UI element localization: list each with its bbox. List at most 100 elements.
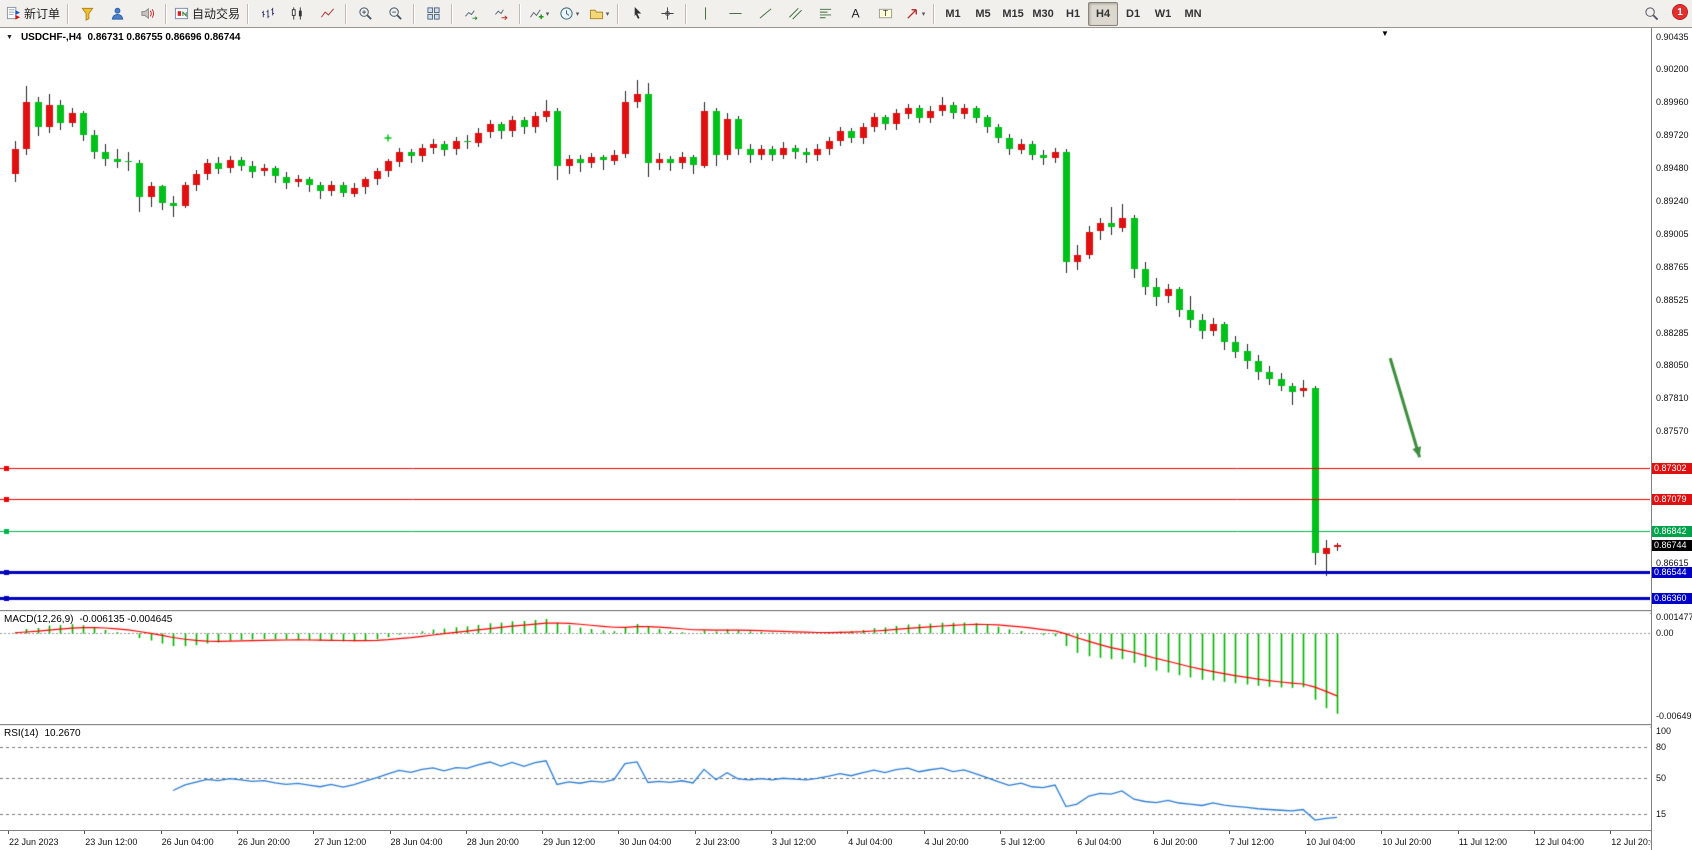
new-order-button[interactable]: 新订单 [2,2,64,26]
timeframe-m5-button[interactable]: M5 [968,2,998,26]
text-button[interactable]: A [840,2,870,26]
macd-pane: MACD(12,26,9) -0.006135 -0.004645 [0,612,1650,724]
time-tick [84,831,86,834]
speaker-icon [140,6,155,21]
templates-button[interactable]: ▾ [584,2,614,26]
timeframe-h1-button[interactable]: H1 [1058,2,1088,26]
autotrading-icon [174,6,189,21]
price-line-badge-red: 0.87302 [1652,463,1692,474]
timeframe-mn-button[interactable]: MN [1178,2,1208,26]
time-tick-label: 28 Jun 04:00 [390,837,443,847]
time-tick [1534,831,1535,834]
cursor-button[interactable] [622,2,652,26]
time-tick [236,831,238,834]
timeframe-m30-button[interactable]: M30 [1028,2,1058,26]
timeframe-w1-button[interactable]: W1 [1148,2,1178,26]
price-tick-label: 0.90200 [1656,64,1689,75]
crosshair-button[interactable] [652,2,682,26]
templates-icon [589,6,604,21]
arrows-button[interactable]: ▾ [900,2,930,26]
fibo-icon [818,6,833,21]
indicators-icon [529,6,544,21]
chart-shift-button[interactable] [486,2,516,26]
price-line-badge-red: 0.87079 [1652,493,1692,505]
period-separators-button[interactable]: ▾ [554,2,584,26]
time-tick [999,831,1001,834]
alerts-button[interactable] [132,2,162,26]
text-label-button[interactable]: T [870,2,900,26]
price-tick-label: 0.88285 [1656,327,1689,338]
toolbar-separator [345,3,348,24]
fibonacci-button[interactable] [810,2,840,26]
time-tick-label: 22 Jun 2023 [9,837,59,847]
timeframe-h4-button[interactable]: H4 [1088,1,1119,26]
bar-chart-button[interactable] [252,2,282,26]
notification-badge[interactable]: 1 [1672,4,1688,20]
toolbar-separator [451,3,454,24]
time-tick [8,831,9,834]
candlestick-chart-button[interactable] [282,2,312,26]
time-tick [1152,831,1154,834]
line-chart-button[interactable] [312,2,342,26]
dropdown-caret-icon[interactable]: ▾ [605,10,610,18]
chart-window: ▼ USDCHF-,H4 0.86731 0.86755 0.86696 0.8… [0,28,1692,850]
bars-icon [260,6,275,21]
timeframe-d1-button[interactable]: D1 [1118,2,1148,26]
price-tick-label: 0.87570 [1656,426,1689,437]
dropdown-caret-icon[interactable]: ▾ [575,10,580,18]
dropdown-caret-icon[interactable]: ▾ [545,10,550,18]
macd-axis-label: -0.006497 [1656,711,1692,721]
svg-text:A: A [851,7,860,21]
chart-menu-icon[interactable]: ▼ [6,34,13,41]
rsi-axis-label: 15 [1656,809,1667,820]
macd-values: -0.006135 -0.004645 [79,614,173,625]
autotrading-button[interactable]: 自动交易 [170,2,244,26]
time-tick-label: 10 Jul 20:00 [1382,837,1432,847]
equidistant-channel-button[interactable] [780,2,810,26]
time-tick-label: 23 Jun 12:00 [85,837,138,847]
price-line-badge-green: 0.86842 [1652,526,1692,538]
candles-icon [290,6,305,21]
price-line-badge-blue: 0.86360 [1652,592,1692,604]
label-icon: T [878,6,893,21]
timeframe-m1-button[interactable]: M1 [938,2,968,26]
toolbar-separator [519,3,522,24]
zoom-in-button[interactable] [350,2,380,26]
market-depth-button[interactable] [102,2,132,26]
macd-axis-label: 0.001477 [1656,612,1692,622]
trendline-button[interactable] [750,2,780,26]
time-tick [542,831,544,834]
horizontal-line-button[interactable] [720,2,750,26]
dropdown-caret-icon[interactable]: ▾ [921,10,926,18]
tile-windows-button[interactable] [418,2,448,26]
metaeditor-button[interactable] [72,2,102,26]
auto-scroll-button[interactable] [456,2,486,26]
time-tick-label: 26 Jun 04:00 [161,837,214,847]
toolbar-separator [413,3,416,24]
time-tick [1457,831,1459,834]
chart-shift-marker[interactable]: ▼ [1381,29,1389,38]
rsi-canvas[interactable] [0,726,1650,830]
time-tick [847,831,849,834]
macd-canvas[interactable] [0,612,1650,724]
rsi-name: RSI(14) [4,728,39,739]
indicators-button[interactable]: ▾ [524,2,554,26]
price-axis[interactable]: 0.90435 0.90200 0.89960 0.89720 0.89480 0.892… [1651,28,1692,850]
time-tick [389,831,391,834]
time-tick [160,831,162,834]
time-tick-label: 7 Jul 12:00 [1229,837,1274,847]
button-label: MN [1184,7,1202,20]
macd-name: MACD(12,26,9) [4,614,74,625]
price-tick-label: 0.86615 [1656,557,1689,568]
time-tick-label: 3 Jul 12:00 [772,837,817,847]
main-chart-canvas[interactable] [0,28,1650,610]
time-tick [1305,831,1307,834]
text-icon: A [848,6,863,21]
vertical-line-button[interactable] [690,2,720,26]
toolbar-separator [67,3,70,24]
time-axis[interactable]: 22 Jun 2023 23 Jun 12:00 26 Jun 04:00 26 Ju… [0,830,1692,850]
timeframe-m15-button[interactable]: M15 [998,2,1028,26]
search-button[interactable] [1636,2,1666,26]
price-tick-label: 0.89480 [1656,163,1689,174]
zoom-out-button[interactable] [380,2,410,26]
